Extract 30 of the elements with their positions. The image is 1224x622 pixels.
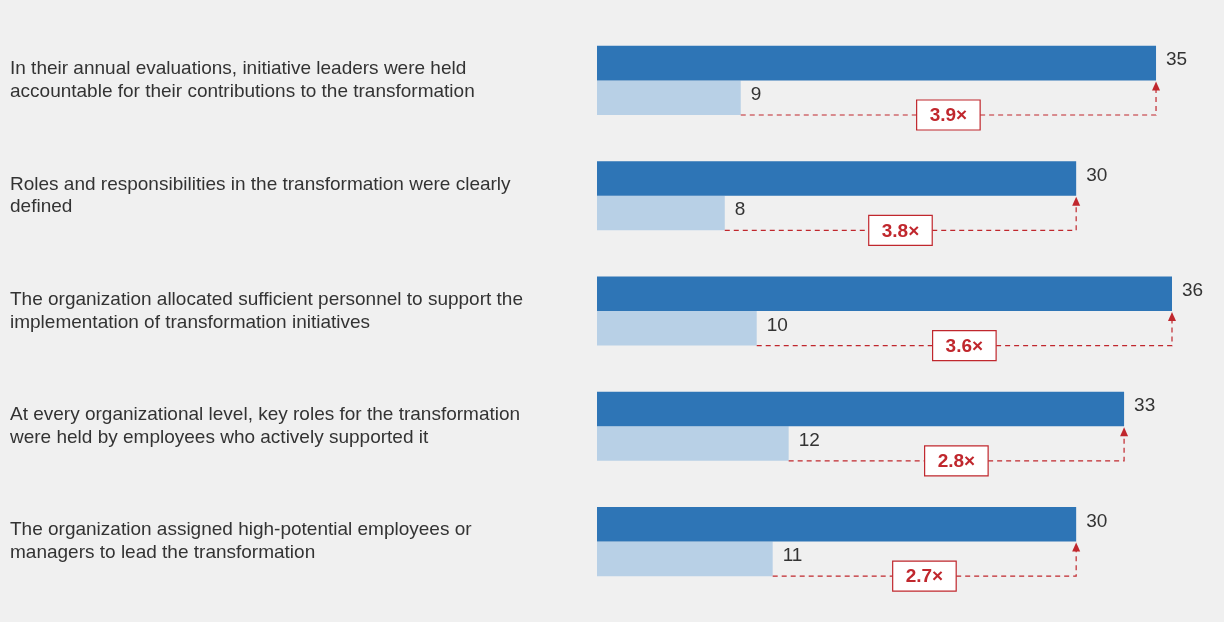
annotation: 3.6×: [945, 334, 984, 356]
annotation: 3.8×: [881, 219, 920, 241]
annotation: 3.9×: [929, 104, 968, 126]
annotation: 2.8×: [937, 450, 976, 472]
data-label: 11: [782, 544, 803, 566]
y-tick-label: The organization allocated sufficient personnel to support the implementation of transformation initiatives: [10, 287, 523, 332]
data-label: 36: [1182, 278, 1204, 300]
bar: [597, 426, 789, 461]
bar: [597, 80, 741, 116]
annotation: 2.7×: [905, 565, 944, 587]
data-label: 12: [798, 428, 820, 450]
y-tick-label: Roles and responsibilities in the transformation were clearly defined: [10, 172, 512, 217]
data-label: 30: [1086, 509, 1108, 531]
bar: [597, 391, 1125, 427]
data-label: 30: [1086, 163, 1108, 185]
y-tick-label: In their annual evaluations, initiative leaders were held accountable for their contributions to the transformation: [10, 57, 475, 102]
data-label: 8: [734, 198, 746, 220]
bar: [597, 311, 757, 346]
data-label: 10: [766, 313, 788, 335]
data-label: 9: [750, 82, 762, 104]
bar: [597, 541, 773, 577]
bar: [597, 506, 1077, 542]
data-label: 35: [1166, 48, 1188, 70]
bar: [597, 45, 1157, 81]
y-tick-label: At every organizational level, key roles for the transformation were held by employees who actively supported it: [9, 403, 521, 447]
bar: [597, 276, 1172, 311]
bar: [597, 195, 725, 231]
data-label: 33: [1134, 394, 1156, 416]
y-tick-label: The organization assigned high-potential employees or managers to lead the transformation: [10, 518, 473, 563]
bar: [597, 161, 1077, 196]
